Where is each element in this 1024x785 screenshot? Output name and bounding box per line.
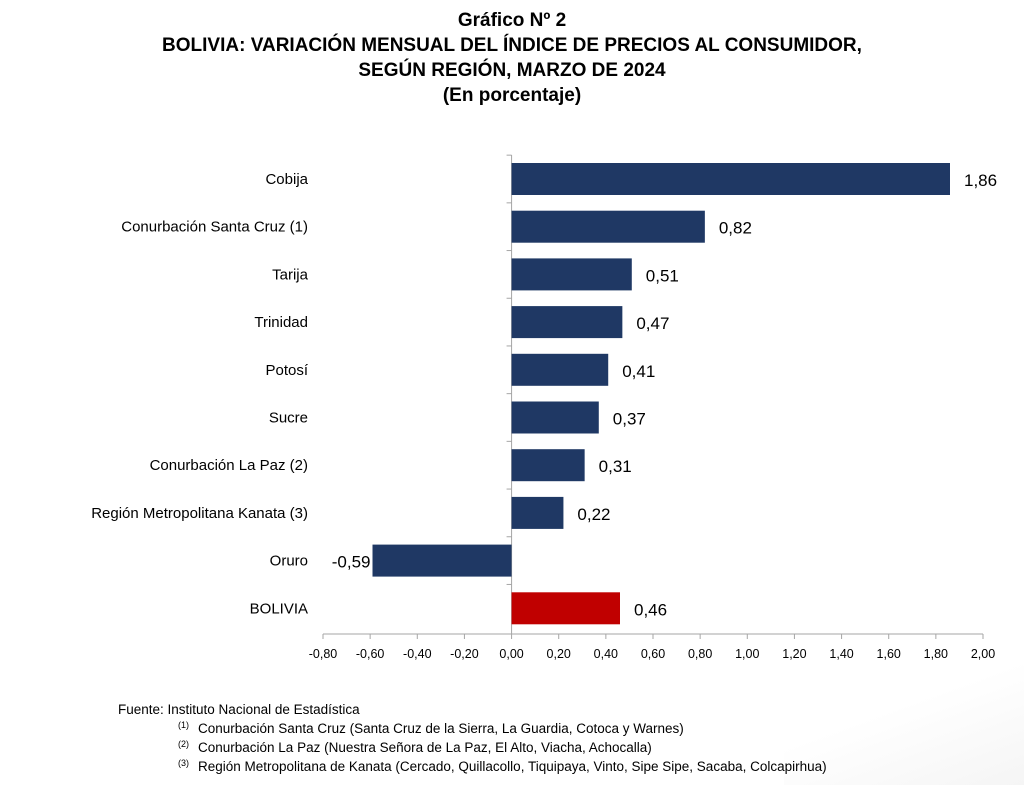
footnote-1-text: Conurbación Santa Cruz (Santa Cruz de la… [198, 721, 684, 736]
footnote-1-mark: (1) [178, 720, 189, 730]
data-label: 0,37 [613, 410, 646, 429]
category-label: Trinidad [254, 314, 308, 331]
footnote-3-mark: (3) [178, 758, 189, 768]
chart-number: Gráfico Nº 2 [457, 10, 567, 31]
category-label: Región Metropolitana Kanata (3) [91, 505, 308, 522]
footnote-2-text: Conurbación La Paz (Nuestra Señora de La… [198, 740, 652, 755]
data-label: 0,82 [719, 219, 752, 238]
footnote-1: (1) Conurbación Santa Cruz (Santa Cruz d… [118, 719, 827, 738]
bar [511, 401, 599, 434]
category-label: Sucre [269, 410, 308, 427]
bar [511, 258, 632, 291]
x-tick-label: 0,20 [547, 647, 571, 661]
x-tick-label: 1,60 [877, 647, 901, 661]
x-tick-label: 0,80 [688, 647, 712, 661]
data-label: -0,59 [332, 553, 371, 572]
footnote-2: (2) Conurbación La Paz (Nuestra Señora d… [118, 738, 827, 757]
x-tick-label: 0,60 [641, 647, 665, 661]
chart-title-line-2: SEGÚN REGIÓN, MARZO DE 2024 [358, 60, 666, 81]
x-tick-label: 0,00 [499, 647, 523, 661]
bar [511, 210, 705, 243]
x-tick-label: 1,40 [829, 647, 853, 661]
chart-title-line-1: BOLIVIA: VARIACIÓN MENSUAL DEL ÍNDICE DE… [162, 35, 862, 56]
x-tick-label: -0,80 [309, 647, 338, 661]
x-tick-label: 1,80 [924, 647, 948, 661]
data-label: 0,47 [636, 314, 669, 333]
data-label: 0,41 [622, 362, 655, 381]
bar [372, 544, 512, 577]
x-tick-label: 1,20 [782, 647, 806, 661]
x-tick-label: 2,00 [971, 647, 995, 661]
category-label: Oruro [270, 553, 308, 570]
category-label: Conurbación Santa Cruz (1) [121, 219, 308, 236]
bar-chart: -0,80 -0,60 -0,40 -0,20 0,00 0,20 0,40 0,60 0,80… [91, 154, 997, 661]
x-tick-label: -0,60 [356, 647, 385, 661]
category-label: BOLIVIA [250, 600, 308, 617]
background-decoration [784, 665, 1024, 785]
bar [511, 592, 620, 625]
bar [511, 496, 564, 529]
chart-header: Gráfico Nº 2 BOLIVIA: VARIACIÓN MENSUAL … [0, 8, 1024, 108]
x-tick-label: -0,40 [403, 647, 432, 661]
x-tick-label: -0,20 [450, 647, 479, 661]
category-label: Cobija [265, 171, 308, 188]
data-label: 1,86 [964, 171, 997, 190]
footnote-2-mark: (2) [178, 739, 189, 749]
bar [511, 163, 950, 195]
data-label: 0,51 [646, 266, 679, 285]
chart-subtitle: (En porcentaje) [442, 85, 582, 106]
category-label: Conurbación La Paz (2) [150, 457, 308, 474]
x-tick-label: 0,40 [594, 647, 618, 661]
data-label: 0,31 [599, 457, 632, 476]
footnote-3: (3) Región Metropolitana de Kanata (Cerc… [118, 757, 827, 776]
data-label: 0,46 [634, 600, 667, 619]
source-note: Fuente: Instituto Nacional de Estadístic… [118, 702, 360, 717]
x-tick-label: 1,00 [735, 647, 759, 661]
footnote-3-text: Región Metropolitana de Kanata (Cercado,… [198, 759, 827, 774]
bar [511, 449, 585, 482]
bar [511, 306, 623, 339]
category-label: Tarija [272, 266, 309, 283]
data-label: 0,22 [577, 505, 610, 524]
category-label: Potosí [265, 362, 308, 379]
bar [511, 353, 609, 386]
chart-footer: Fuente: Instituto Nacional de Estadístic… [118, 700, 827, 776]
